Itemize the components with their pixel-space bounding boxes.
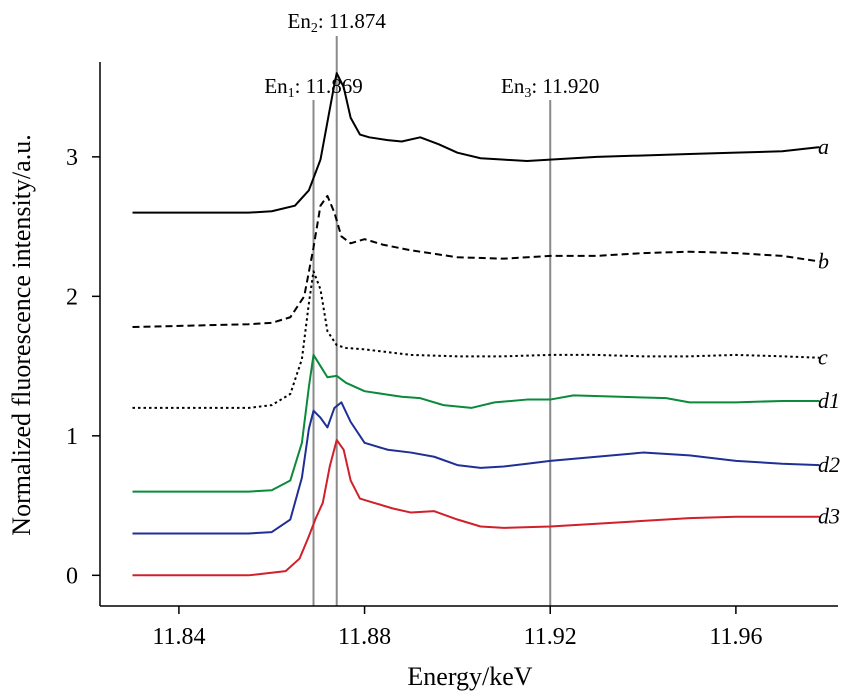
- reference-label-subscript: 3: [524, 86, 531, 101]
- series-label-d1: d1: [818, 388, 840, 413]
- x-tick-label: 11.96: [709, 624, 762, 650]
- reference-label-subscript: 1: [288, 86, 295, 101]
- reference-lines: [312, 36, 552, 606]
- series-line-d2: [132, 401, 820, 535]
- series-label-a: a: [818, 134, 829, 159]
- y-axis-title: Normalized fluorescence intensity/a.u.: [7, 134, 36, 535]
- y-tick-label: 0: [66, 563, 78, 589]
- reference-label-prefix: En: [264, 74, 288, 98]
- series-label-b: b: [818, 248, 829, 273]
- y-tick-label: 2: [66, 284, 78, 310]
- ticks: 11.84 11.88 11.92 11.96 0 1 2 3: [66, 145, 762, 650]
- series-line-b: [132, 194, 820, 329]
- reference-label-en1: En1: 11.869: [264, 74, 362, 101]
- reference-label-subscript: 2: [311, 21, 318, 36]
- reference-label-prefix: En: [501, 74, 525, 98]
- series-line-d3: [132, 439, 820, 577]
- series-labels: a b c d1 d2 d3: [818, 134, 840, 529]
- series-line-c: [132, 270, 820, 409]
- y-tick-label: 3: [66, 145, 78, 171]
- x-axis-title: Energy/keV: [407, 662, 532, 691]
- reference-label-value: : 11.874: [318, 9, 387, 33]
- x-tick-label: 11.84: [152, 624, 205, 650]
- series-line-d1: [132, 353, 820, 493]
- series-lines: [132, 72, 820, 577]
- reference-label-en3: En3: 11.920: [501, 74, 599, 101]
- series-label-c: c: [818, 345, 828, 370]
- x-tick-label: 11.88: [338, 624, 391, 650]
- reference-label-en2: En2: 11.874: [288, 9, 387, 36]
- series-label-d2: d2: [818, 452, 840, 477]
- reference-label-value: : 11.920: [531, 74, 599, 98]
- reference-label-prefix: En: [288, 9, 312, 33]
- reference-label-value: : 11.869: [295, 74, 363, 98]
- series-label-d3: d3: [818, 504, 840, 529]
- y-tick-label: 1: [66, 424, 78, 450]
- series-line-a: [132, 72, 820, 214]
- x-tick-label: 11.92: [524, 624, 577, 650]
- axes: [99, 62, 838, 607]
